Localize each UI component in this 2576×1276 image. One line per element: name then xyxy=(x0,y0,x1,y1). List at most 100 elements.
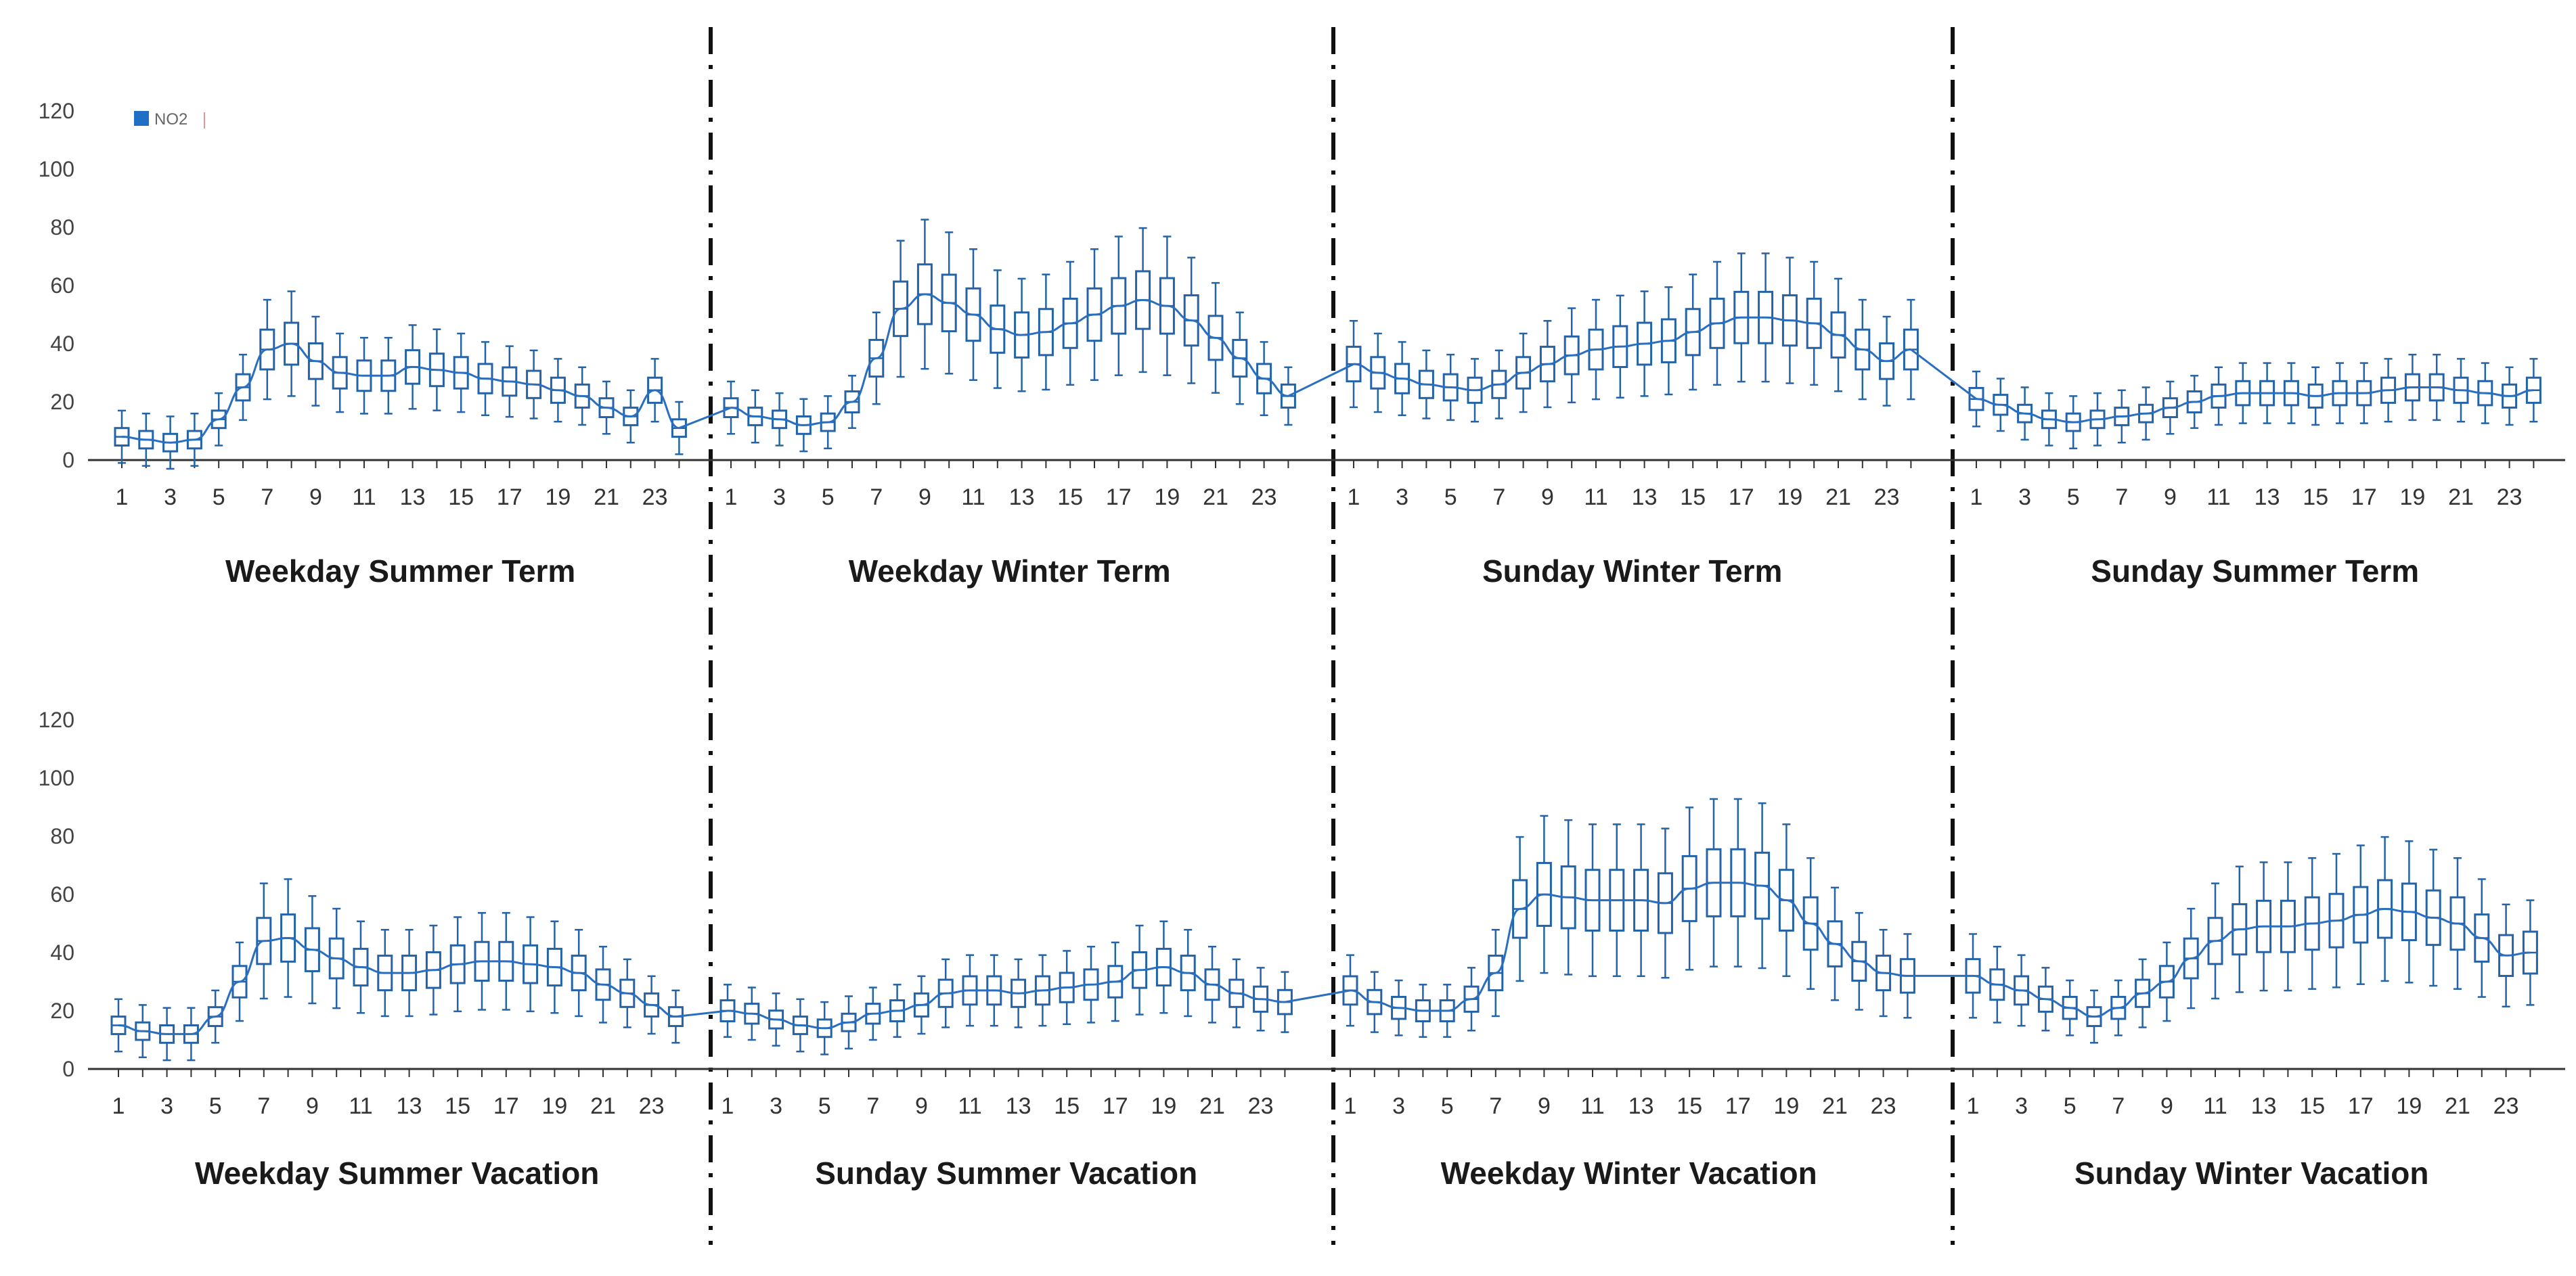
x-tick-label: 11 xyxy=(2203,1093,2227,1119)
x-tick-label: 13 xyxy=(400,484,426,510)
x-tick-label: 9 xyxy=(309,484,322,510)
box-plots xyxy=(110,219,2541,1062)
x-tick-label: 21 xyxy=(1822,1093,1848,1119)
x-tick-label: 11 xyxy=(1584,484,1607,510)
x-tick-label: 23 xyxy=(2493,1093,2519,1119)
x-tick-label: 17 xyxy=(1103,1093,1128,1119)
x-tick-label: 11 xyxy=(2206,484,2230,510)
x-tick-label: 9 xyxy=(918,484,931,510)
y-tick-label: 0 xyxy=(62,1057,74,1081)
median-line xyxy=(1972,907,2531,1018)
median-lines xyxy=(118,293,2534,1035)
legend-swatch xyxy=(134,111,149,126)
y-tick-label: 100 xyxy=(39,157,74,181)
x-tick-label: 11 xyxy=(352,484,376,510)
x-tick-label: 15 xyxy=(2303,484,2328,510)
x-tick-label: 13 xyxy=(1628,1093,1654,1119)
x-tick-label: 19 xyxy=(1773,1093,1799,1119)
panel-title: Sunday Winter Vacation xyxy=(2074,1156,2429,1191)
x-tick-label: 1 xyxy=(112,1093,125,1119)
x-tick-label: 7 xyxy=(1489,1093,1502,1119)
x-tick-label: 15 xyxy=(1057,484,1083,510)
y-tick-label: 120 xyxy=(39,99,74,123)
x-tick-label: 19 xyxy=(1154,484,1180,510)
panel-title: Weekday Summer Term xyxy=(225,553,575,589)
panel-connector xyxy=(675,1009,728,1018)
x-tick-label: 11 xyxy=(961,484,985,510)
x-tick-label: 3 xyxy=(2015,1093,2028,1119)
x-tick-label: 11 xyxy=(349,1093,372,1119)
x-tick-label: 21 xyxy=(590,1093,616,1119)
x-tick-label: 3 xyxy=(2018,484,2031,510)
x-tick-label: 21 xyxy=(1825,484,1851,510)
panel-title: Sunday Winter Term xyxy=(1482,553,1782,589)
x-tick-label: 21 xyxy=(1203,484,1228,510)
x-tick-label: 9 xyxy=(306,1093,319,1119)
x-tick-label: 19 xyxy=(541,1093,567,1119)
x-tick-label: 5 xyxy=(1444,484,1457,510)
x-tick-label: 1 xyxy=(1970,484,1983,510)
panel-title: Weekday Winter Term xyxy=(849,553,1171,589)
y-tick-label: 20 xyxy=(50,999,74,1023)
x-tick-label: 5 xyxy=(2067,484,2080,510)
panel-connector xyxy=(678,407,732,430)
x-tick-label: 7 xyxy=(1492,484,1505,510)
y-tick-label: 60 xyxy=(50,882,74,907)
x-tick-label: 17 xyxy=(1106,484,1132,510)
x-tick-label: 1 xyxy=(116,484,129,510)
x-tick-label: 13 xyxy=(2255,484,2280,510)
x-tick-label: 3 xyxy=(1392,1093,1405,1119)
x-tick-label: 19 xyxy=(1151,1093,1176,1119)
x-tick-label: 11 xyxy=(958,1093,981,1119)
x-tick-label: 23 xyxy=(642,484,668,510)
x-tick-label: 11 xyxy=(1580,1093,1604,1119)
median-line xyxy=(1350,882,1908,1012)
x-tick-label: 19 xyxy=(545,484,571,510)
x-tick-label: 1 xyxy=(1348,484,1360,510)
legend-label: NO2 xyxy=(154,110,187,129)
x-tick-label: 5 xyxy=(209,1093,222,1119)
x-tick-label: 13 xyxy=(1632,484,1658,510)
median-line xyxy=(1976,386,2534,424)
x-tick-label: 19 xyxy=(1777,484,1802,510)
x-tick-label: 23 xyxy=(1871,1093,1896,1119)
y-tick-label: 80 xyxy=(50,824,74,848)
x-tick-label: 9 xyxy=(915,1093,928,1119)
x-tick-label: 5 xyxy=(2064,1093,2077,1119)
x-tick-label: 17 xyxy=(1729,484,1754,510)
panel-title: Sunday Summer Term xyxy=(2091,553,2419,589)
x-tick-label: 21 xyxy=(594,484,619,510)
x-tick-label: 21 xyxy=(2448,484,2474,510)
x-tick-label: 3 xyxy=(773,484,786,510)
y-tick-label: 120 xyxy=(39,708,74,732)
y-tick-label: 80 xyxy=(50,215,74,240)
x-tick-label: 15 xyxy=(445,1093,470,1119)
x-tick-label: 7 xyxy=(870,484,883,510)
x-tick-label: 7 xyxy=(2112,1093,2125,1119)
x-tick-label: 7 xyxy=(866,1093,879,1119)
x-tick-label: 9 xyxy=(2160,1093,2173,1119)
x-tick-label: 21 xyxy=(2445,1093,2470,1119)
x-tick-label: 7 xyxy=(261,484,273,510)
x-tick-label: 5 xyxy=(818,1093,831,1119)
x-tick-label: 17 xyxy=(1725,1093,1751,1119)
x-tick-label: 3 xyxy=(1396,484,1408,510)
x-tick-label: 5 xyxy=(1441,1093,1454,1119)
x-tick-label: 19 xyxy=(2399,484,2425,510)
x-tick-label: 17 xyxy=(2348,1093,2374,1119)
x-tick-label: 23 xyxy=(639,1093,665,1119)
axes xyxy=(88,459,2565,1077)
median-line xyxy=(730,293,1289,426)
x-tick-label: 23 xyxy=(1251,484,1277,510)
x-tick-label: 15 xyxy=(1676,1093,1702,1119)
box-plot-hour-24 xyxy=(1280,366,1296,426)
x-tick-label: 7 xyxy=(257,1093,270,1119)
y-tick-label: 40 xyxy=(50,332,74,356)
x-tick-label: 9 xyxy=(1541,484,1554,510)
y-tick-label: 20 xyxy=(50,390,74,414)
x-tick-label: 3 xyxy=(164,484,177,510)
panel-title: Weekday Winter Vacation xyxy=(1441,1156,1817,1191)
y-tick-label: 100 xyxy=(39,766,74,790)
